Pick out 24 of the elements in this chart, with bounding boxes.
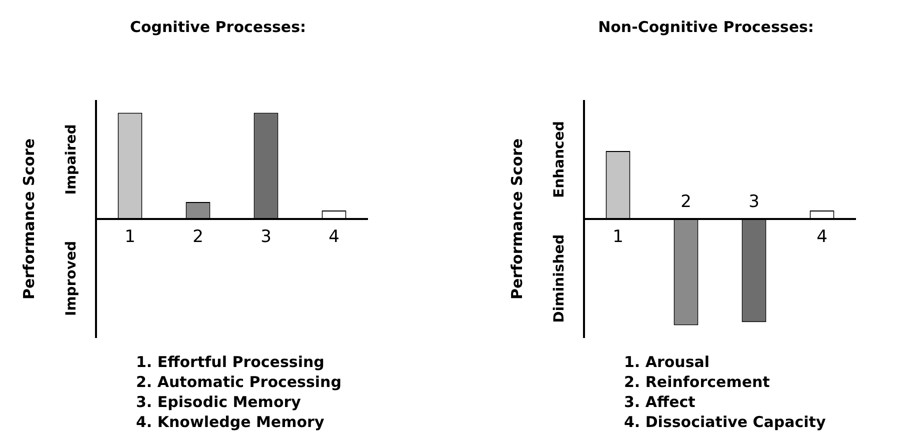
x-tick-label: 4 [328,226,340,247]
text: Diminished [552,234,568,323]
text: Enhanced [552,121,568,198]
text: 3. Episodic Memory [136,392,302,412]
y-axis-title: Performance Score [20,138,38,300]
x-tick-label: 4 [816,226,828,247]
text: Improved [64,241,80,316]
chart-title: Non-Cognitive Processes: [597,18,815,36]
text: 3. Affect [624,392,696,412]
y-axis-title: Performance Score [508,138,526,300]
x-tick-label: 1 [612,226,624,247]
text: 2. Reinforcement [624,372,771,392]
x-tick-label: 3 [748,192,760,212]
x-tick-label: 2 [680,192,692,212]
x-tick-label: 3 [260,226,272,247]
text: 1. Effortful Processing [136,352,326,372]
x-tick-label: 1 [124,226,136,247]
text: 4. Knowledge Memory [136,412,326,432]
text: Impaired [64,124,80,195]
text: 1. Arousal [624,352,711,372]
text: 2. Automatic Processing [136,372,342,392]
x-tick-label: 2 [192,226,204,247]
text: 4. Dissociative Capacity [624,412,826,432]
chart-title: Cognitive Processes: [128,18,308,36]
